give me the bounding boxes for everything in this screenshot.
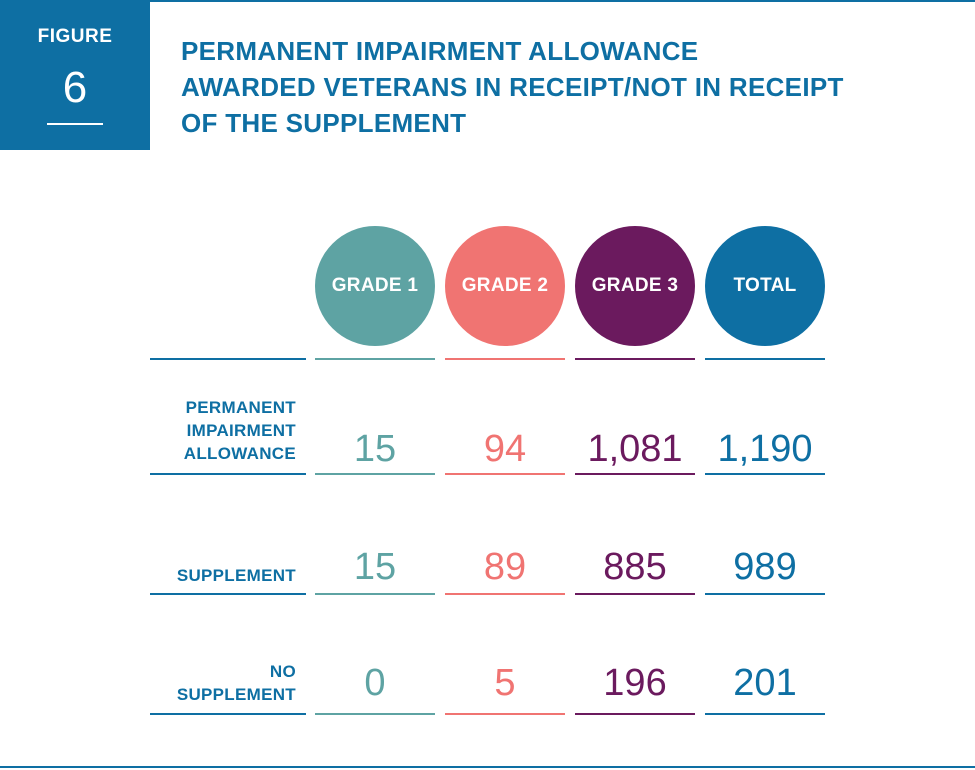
row-label: NO SUPPLEMENT: [150, 660, 296, 706]
header-label-rule: [150, 358, 306, 360]
column-header-total: TOTAL: [705, 226, 825, 346]
cell-value-total: 1,190: [717, 428, 813, 470]
cell-value-total: 989: [733, 546, 797, 588]
row-label-line: NO: [269, 662, 296, 681]
title-line: OF THE SUPPLEMENT: [181, 108, 467, 138]
row-label-line: ALLOWANCE: [183, 444, 296, 463]
cell-value-grade3: 196: [603, 662, 667, 704]
column-header-grade-2: GRADE 2: [445, 226, 565, 346]
cell-rule-grade3: [575, 473, 695, 475]
figure-label: FIGURE: [37, 26, 113, 47]
cell-rule-grade1: [315, 593, 435, 595]
title-line: PERMANENT IMPAIRMENT ALLOWANCE: [181, 36, 699, 66]
row-label-rule: [150, 713, 306, 715]
figure-title: PERMANENT IMPAIRMENT ALLOWANCE AWARDED V…: [181, 33, 941, 141]
cell-rule-grade1: [315, 713, 435, 715]
bottom-rule: [0, 766, 975, 768]
cell-value-grade1: 15: [353, 546, 397, 588]
cell-rule-grade3: [575, 593, 695, 595]
cell-rule-grade3: [575, 713, 695, 715]
cell-value-grade2: 89: [483, 546, 527, 588]
figure-number: 6: [62, 63, 88, 112]
row-label-line: IMPAIRMENT: [186, 421, 296, 440]
header-rule-total: [705, 358, 825, 360]
header-rule-grade2: [445, 358, 565, 360]
row-label-rule: [150, 473, 306, 475]
cell-rule-total: [705, 713, 825, 715]
row-label-line: SUPPLEMENT: [176, 566, 296, 585]
row-label-rule: [150, 593, 306, 595]
cell-value-grade2: 5: [494, 662, 516, 704]
row-label: SUPPLEMENT: [150, 564, 296, 587]
cell-value-grade1: 15: [353, 428, 397, 470]
cell-value-grade3: 885: [603, 546, 667, 588]
cell-rule-grade1: [315, 473, 435, 475]
cell-value-grade2: 94: [483, 428, 527, 470]
column-header-grade-1: GRADE 1: [315, 226, 435, 346]
cell-rule-grade2: [445, 713, 565, 715]
cell-value-grade1: 0: [364, 662, 386, 704]
row-label-line: SUPPLEMENT: [176, 685, 296, 704]
cell-value-grade3: 1,081: [587, 428, 683, 470]
cell-value-total: 201: [733, 662, 797, 704]
row-label-line: PERMANENT: [185, 398, 296, 417]
figure-number-underline: [47, 123, 103, 125]
cell-rule-grade2: [445, 473, 565, 475]
title-line: AWARDED VETERANS IN RECEIPT/NOT IN RECEI…: [181, 72, 844, 102]
figure-badge: FIGURE 6: [0, 0, 150, 150]
top-rule: [150, 0, 975, 2]
header-rule-grade3: [575, 358, 695, 360]
row-label: PERMANENT IMPAIRMENT ALLOWANCE: [150, 396, 296, 465]
cell-rule-total: [705, 593, 825, 595]
cell-rule-total: [705, 473, 825, 475]
header-rule-grade1: [315, 358, 435, 360]
cell-rule-grade2: [445, 593, 565, 595]
column-header-grade-3: GRADE 3: [575, 226, 695, 346]
